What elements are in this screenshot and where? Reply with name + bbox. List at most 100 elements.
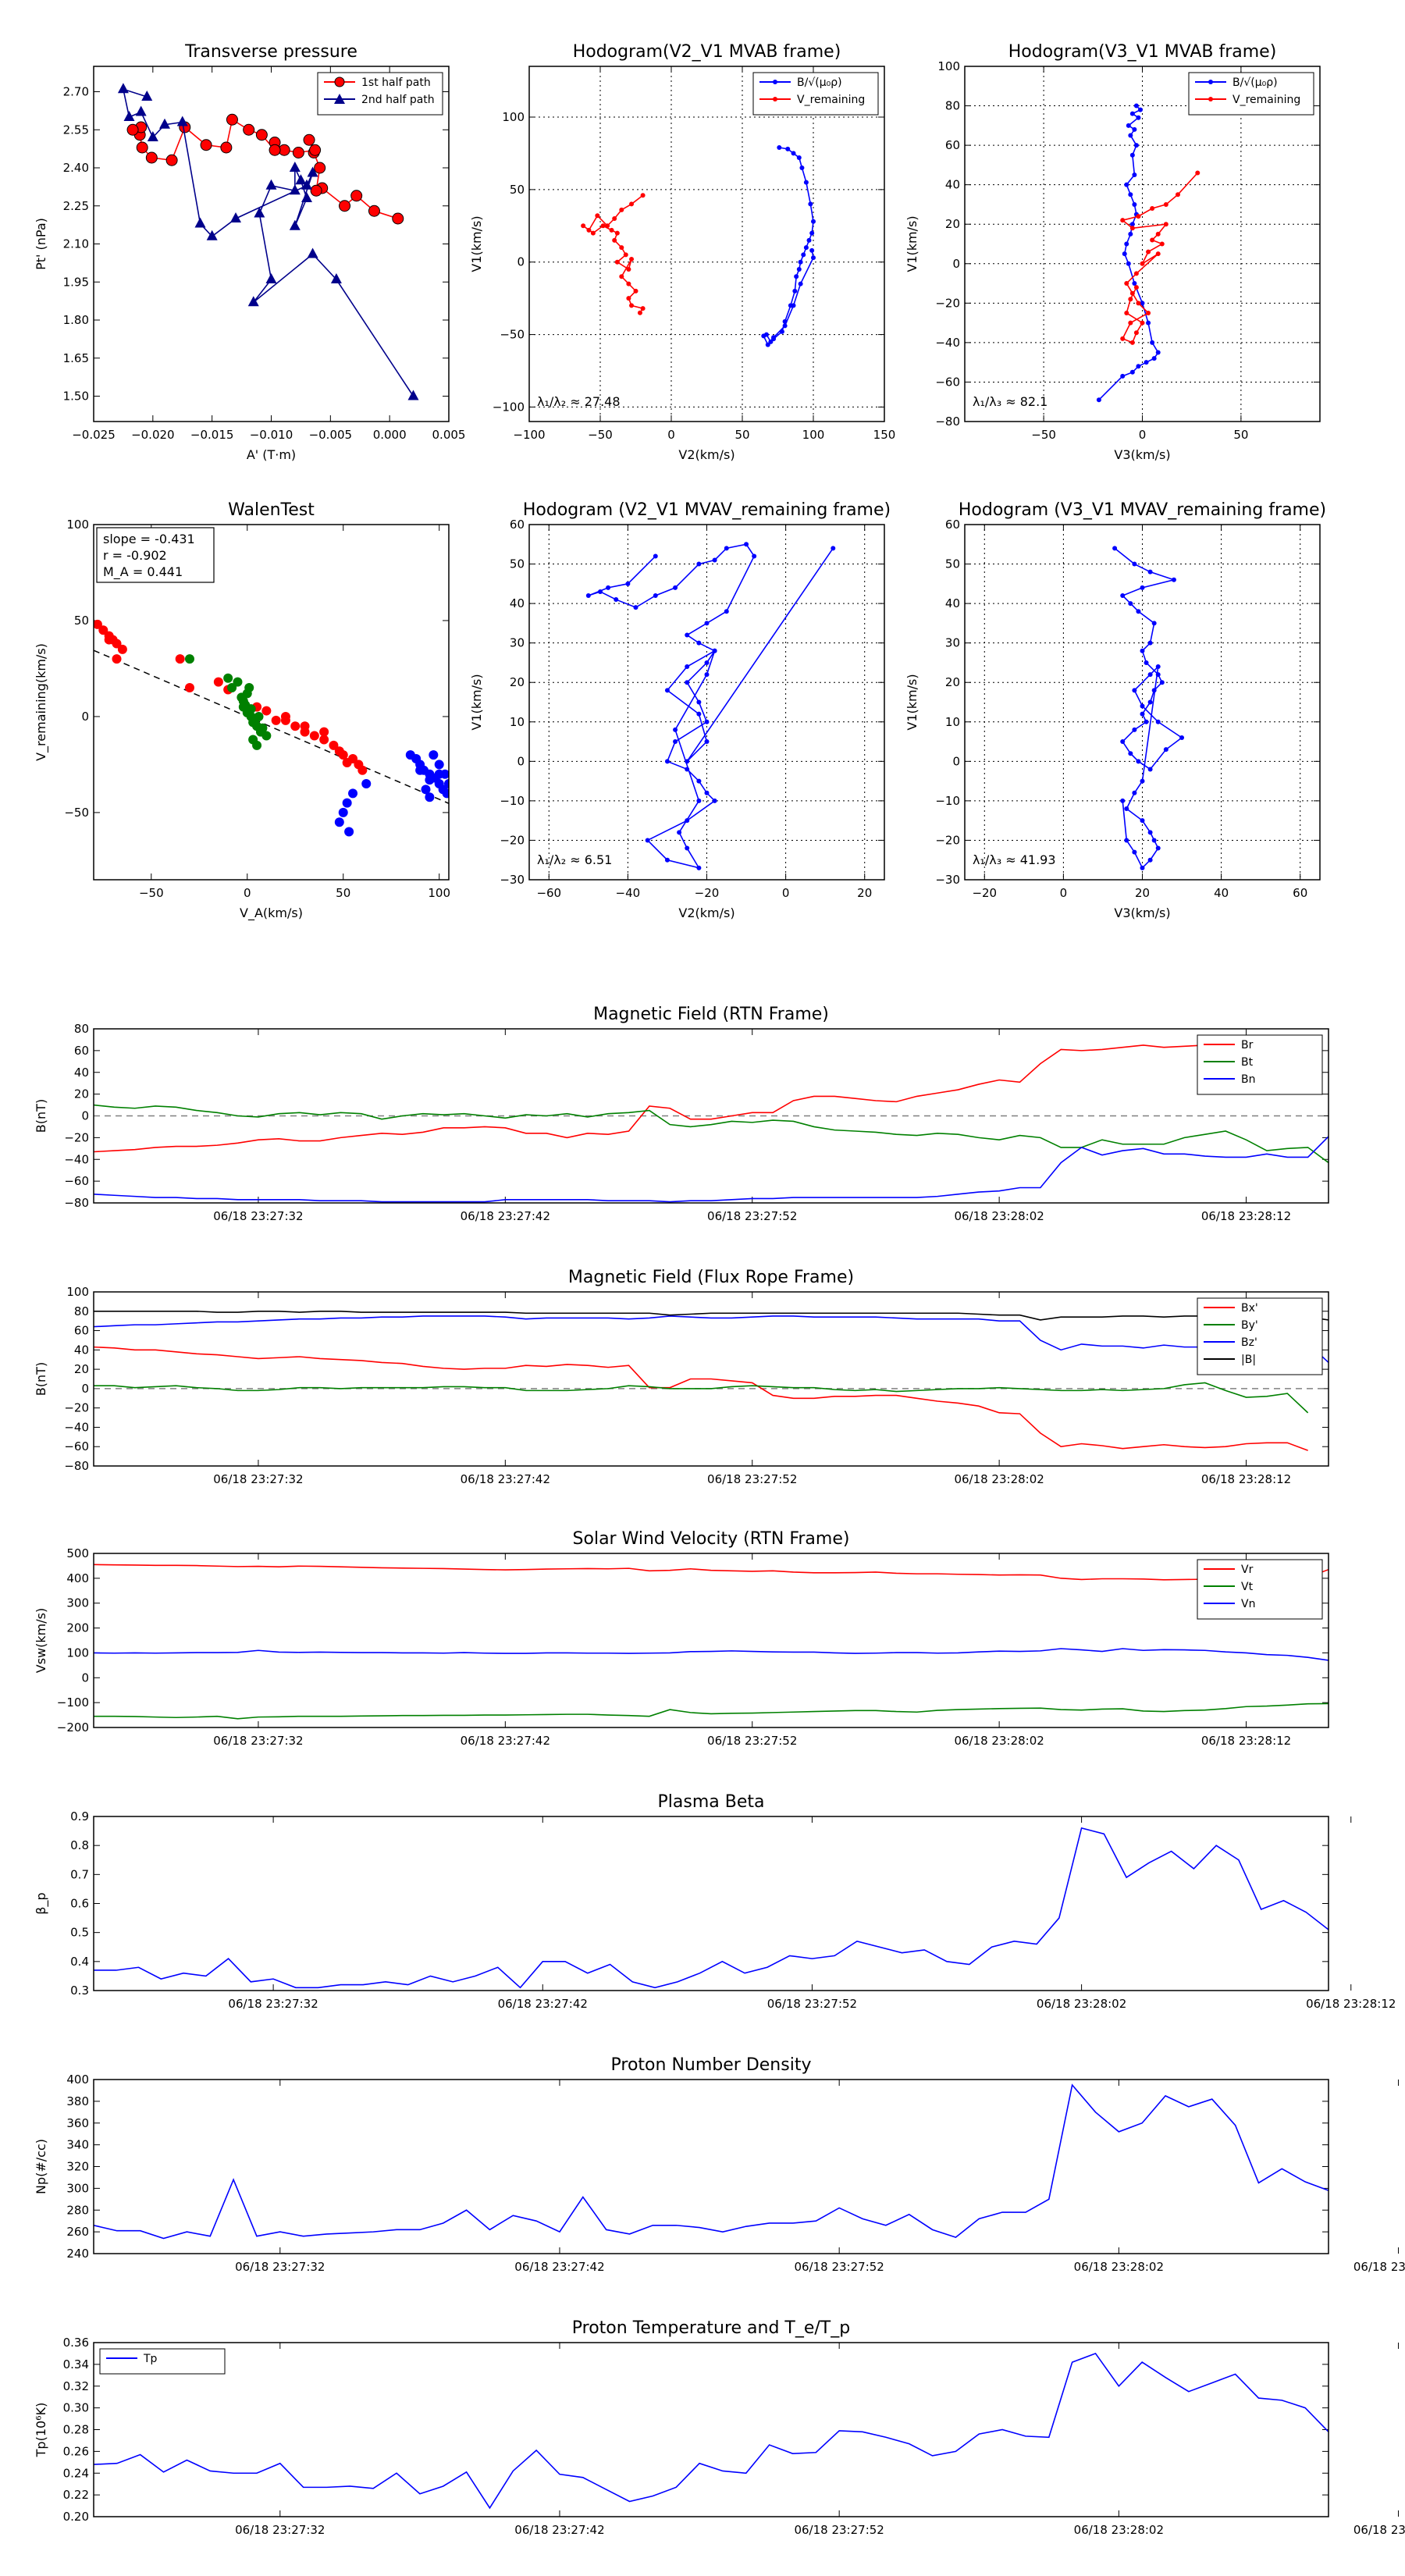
x-tick-label: 06/18 23:28:12 [1201, 1209, 1291, 1223]
data-point [704, 719, 710, 724]
x-tick-label: 06/18 23:28:02 [1074, 2260, 1164, 2274]
x-tick-label: 0 [1139, 428, 1147, 442]
data-point [806, 237, 812, 243]
y-tick-label: 50 [74, 614, 89, 628]
data-point [247, 296, 259, 307]
y-tick-label: 100 [66, 1646, 89, 1660]
y-tick-label: 0 [517, 754, 525, 768]
data-point [1140, 778, 1145, 784]
x-tick-label: 06/18 23:27:42 [514, 2523, 604, 2537]
stats-line: r = -0.902 [103, 548, 167, 563]
y-tick-label: 340 [66, 2138, 89, 2152]
y-tick-label: −60 [64, 1174, 89, 1188]
data-point [159, 118, 170, 129]
data-point [1140, 585, 1145, 590]
x-tick-label: 06/18 23:27:42 [461, 1734, 550, 1748]
y-axis-label: V1(km/s) [905, 215, 919, 272]
data-point [1155, 719, 1161, 724]
data-point [94, 619, 102, 629]
data-point [292, 147, 304, 158]
data-point [295, 174, 307, 185]
annotation-text: λ₁/λ₃ ≈ 82.1 [973, 394, 1048, 409]
legend-marker [773, 80, 777, 84]
data-point [696, 865, 702, 870]
legend-label: Vn [1241, 1598, 1255, 1610]
x-tick-label: 06/18 23:27:52 [707, 1472, 797, 1486]
series-line-Tp [94, 2352, 1329, 2510]
data-point [392, 212, 404, 225]
data-point [600, 223, 606, 229]
y-tick-label: 0 [81, 1109, 89, 1123]
chart-title: Magnetic Field (Flux Rope Frame) [568, 1268, 854, 1287]
y-tick-label: 200 [66, 1621, 89, 1635]
data-point [301, 179, 312, 190]
data-point [1151, 356, 1157, 361]
data-point [626, 267, 631, 272]
y-tick-label: 280 [66, 2203, 89, 2217]
data-point [145, 151, 158, 164]
y-tick-label: 100 [66, 518, 89, 532]
data-point [796, 267, 802, 272]
data-point [595, 213, 600, 219]
y-tick-label: 50 [510, 183, 525, 197]
data-point [117, 83, 129, 94]
fit-line [94, 649, 449, 804]
series-line-Bn [94, 1136, 1329, 1203]
legend: Bx' By' Bz' |B| [1197, 1297, 1323, 1375]
data-point [696, 798, 702, 803]
y-tick-label: 0.9 [70, 1809, 89, 1823]
x-axis-label: V3(km/s) [1114, 906, 1170, 920]
data-point [1132, 561, 1137, 567]
data-point [1128, 751, 1133, 756]
series-line-B [763, 147, 814, 347]
data-point [1136, 115, 1141, 120]
legend-label: |B| [1241, 1354, 1256, 1366]
data-point [1112, 546, 1118, 551]
data-point [606, 585, 611, 590]
data-point [640, 193, 646, 198]
x-tick-label: −0.010 [250, 428, 293, 442]
data-point [357, 765, 368, 775]
chart-mag_rtn: Magnetic Field (RTN Frame) −80 −60 −40 −20 0 2… [34, 1005, 1329, 1223]
y-tick-label: 80 [945, 99, 960, 113]
y-axis-label: V1(km/s) [469, 215, 484, 272]
legend-label: Bt [1241, 1056, 1254, 1069]
data-point [626, 296, 631, 301]
series-line-Bx [94, 1346, 1308, 1451]
data-point [1120, 373, 1126, 379]
annotation-text: λ₁/λ₂ ≈ 27.48 [537, 394, 621, 409]
legend-label: 2nd half path [361, 94, 435, 106]
data-point [791, 151, 796, 156]
data-point [261, 731, 272, 741]
data-point [685, 818, 690, 824]
axes-frame [93, 1553, 1329, 1728]
y-tick-label: −30 [500, 873, 525, 887]
y-tick-label: 50 [510, 557, 525, 571]
data-point [653, 553, 658, 559]
data-point [629, 257, 635, 262]
data-point [244, 683, 254, 693]
x-axis-label: V2(km/s) [678, 906, 735, 920]
data-point [1176, 192, 1180, 197]
data-point [704, 790, 710, 795]
data-point [598, 589, 603, 594]
data-point [696, 640, 702, 646]
data-point [184, 683, 194, 693]
y-tick-label: −60 [64, 1439, 89, 1453]
axes-frame [93, 1028, 1329, 1204]
y-tick-label: −10 [500, 794, 525, 808]
data-point [801, 252, 806, 258]
data-point [1140, 703, 1145, 709]
axes-frame [93, 1291, 1329, 1467]
data-point [1128, 297, 1133, 302]
y-tick-label: −100 [57, 1695, 89, 1710]
series-line-Vremaining [582, 194, 644, 314]
chart-tp_temp: Proton Temperature and T_e/T_p 0.20 0.22 0.… [34, 2318, 1405, 2537]
data-point [123, 111, 135, 121]
stats-line: M_A = 0.441 [103, 564, 183, 580]
y-tick-label: 0.4 [70, 1955, 89, 1969]
data-point [792, 288, 798, 294]
y-tick-label: −80 [935, 415, 960, 429]
data-point [808, 201, 813, 207]
data-point [126, 123, 139, 136]
